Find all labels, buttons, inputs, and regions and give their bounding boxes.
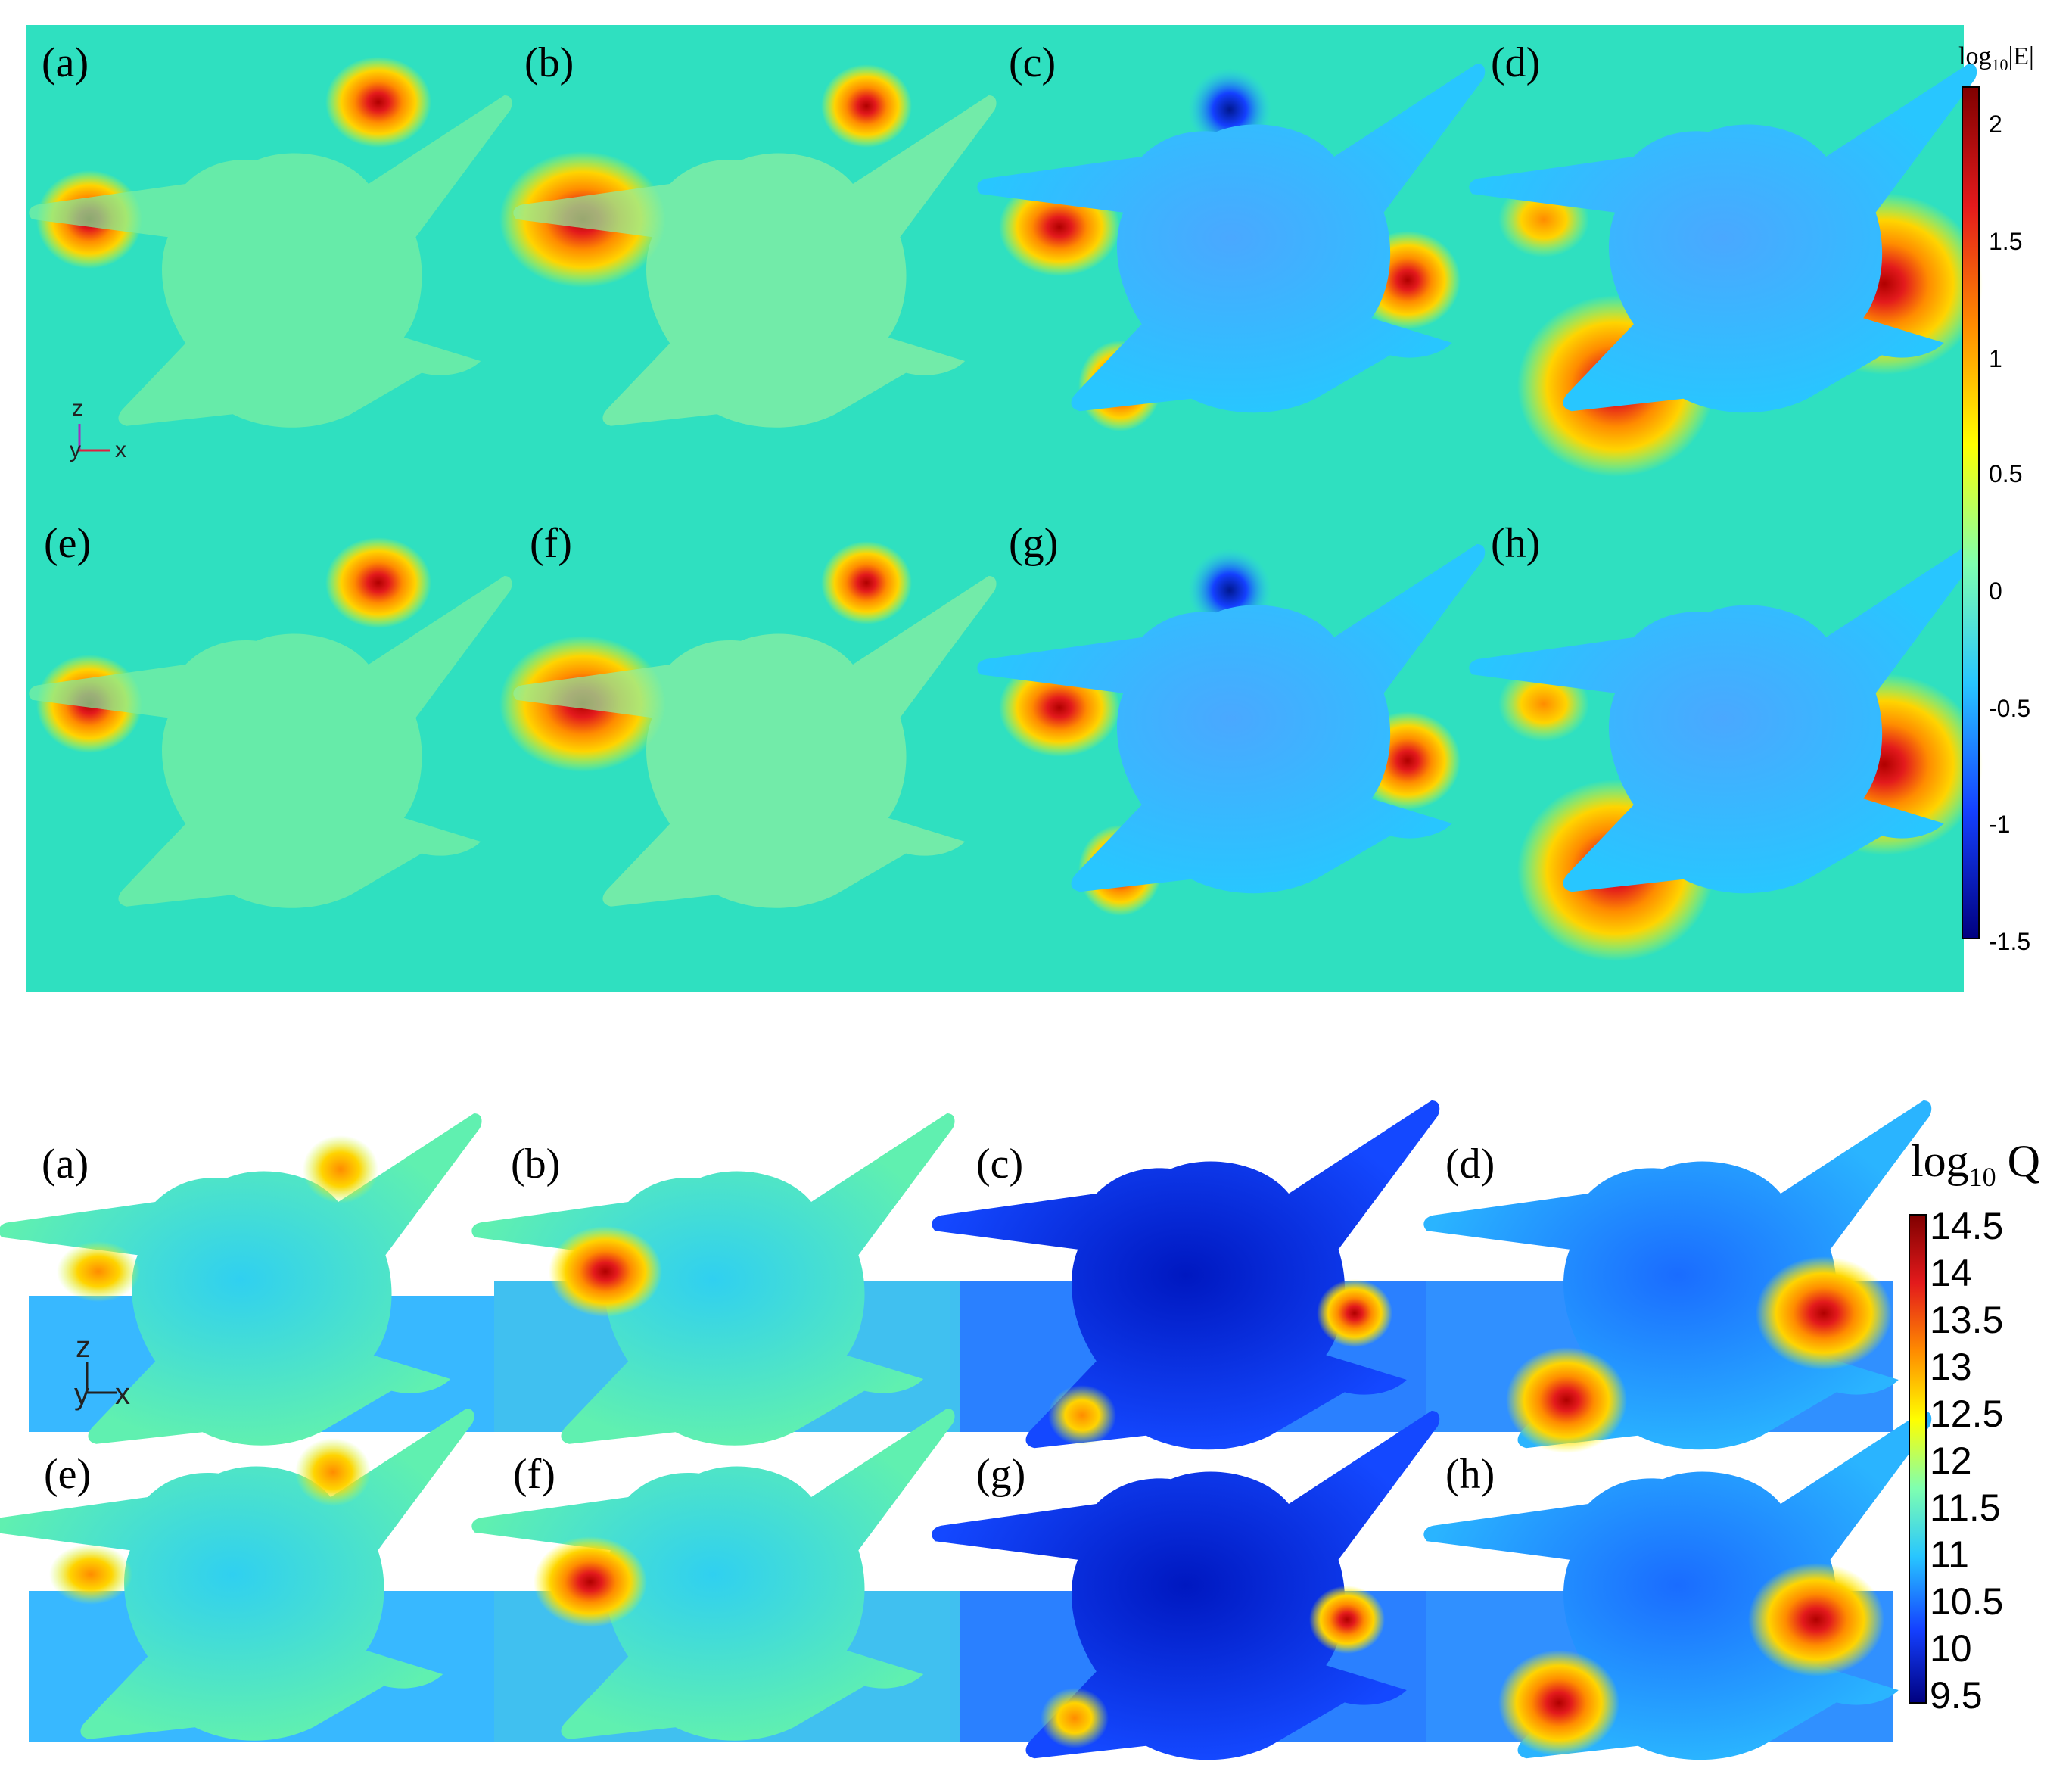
top-axis-y: y [70,437,81,462]
bottom-panel-e-map [0,1409,474,1741]
top-panel-b-map [499,64,997,428]
bottom-panel-label-c: (c) [976,1141,1024,1188]
bottom-axis-z: z [76,1331,91,1364]
bottom-colorbar [1909,1214,1927,1704]
bottom-panel-a-map [0,1113,482,1446]
top-panel-label-a: (a) [42,39,89,86]
top-colorbar [1962,86,1980,939]
top-panel-label-b: (b) [524,39,574,86]
bottom-panel-label-e: (e) [44,1451,92,1498]
top-panel-d-map [1469,64,1983,477]
bottom-panel-label-d: (d) [1445,1141,1495,1188]
bottom-panel-d-map [1423,1100,1932,1453]
top-panel-label-c: (c) [1009,39,1056,86]
bottom-panel-c-map [932,1100,1440,1450]
bottom-panel-b-map [471,1113,955,1446]
bottom-colorbar-tick: 9.5 [1930,1674,1983,1717]
top-colorbar-tick: 0 [1989,577,2002,605]
top-panel-h-map [1469,544,1983,961]
bottom-axis-x: x [115,1377,130,1411]
bottom-panel-f-map [471,1409,955,1741]
top-colorbar-tick: 1 [1989,345,2002,372]
bottom-colorbar-tick: 14 [1930,1252,1972,1294]
bottom-panel-label-g: (g) [976,1451,1026,1498]
bottom-panel-label-h: (h) [1445,1451,1495,1498]
top-panel-a-map [29,57,512,428]
bottom-colorbar-tick: 11.5 [1930,1486,2001,1529]
top-panel-label-f: (f) [530,520,572,567]
top-axis-x: x [115,437,126,462]
bottom-colorbar-tick: 13 [1930,1346,1972,1388]
top-colorbar-tick: -0.5 [1989,695,2031,722]
bottom-colorbar-tick: 10 [1930,1627,1972,1670]
bottom-colorbar-tick: 12.5 [1930,1393,2004,1435]
bottom-panel-label-a: (a) [42,1141,89,1188]
top-panel-e-map [29,537,512,908]
bottom-colorbar-tick: 11 [1930,1533,1969,1576]
bottom-axis-triad [86,1362,117,1394]
top-colorbar-tick: 0.5 [1989,460,2023,487]
top-colorbar-tick: -1 [1989,811,2011,838]
top-axis-triad [78,424,110,452]
top-colorbar-tick: 1.5 [1989,228,2023,255]
bottom-colorbar-tick: 13.5 [1930,1299,2004,1341]
top-panel-c-map [977,64,1486,431]
top-colorbar-title: log10|E| [1958,42,2034,74]
top-colorbar-tick: 2 [1989,111,2002,138]
top-axis-z: z [72,396,83,421]
bottom-panel-h-map [1423,1411,1932,1760]
bottom-panel-label-f: (f) [513,1451,555,1498]
bottom-colorbar-title: log10 Q [1911,1136,2041,1192]
bottom-axis-y: y [74,1377,89,1411]
top-panel-label-d: (d) [1491,39,1541,86]
bottom-panel-g-map [932,1411,1440,1760]
top-panel-label-g: (g) [1009,520,1059,567]
top-colorbar-tick: -1.5 [1989,928,2031,955]
top-panel-label-e: (e) [44,520,92,567]
top-panel-f-map [499,541,997,908]
bottom-colorbar-tick: 14.5 [1930,1205,2004,1247]
top-panel-label-h: (h) [1491,520,1541,567]
bottom-colorbar-tick: 10.5 [1930,1580,2004,1623]
bottom-colorbar-tick: 12 [1930,1440,1972,1482]
top-panel-g-map [977,544,1486,916]
bottom-panel-label-b: (b) [511,1141,561,1188]
